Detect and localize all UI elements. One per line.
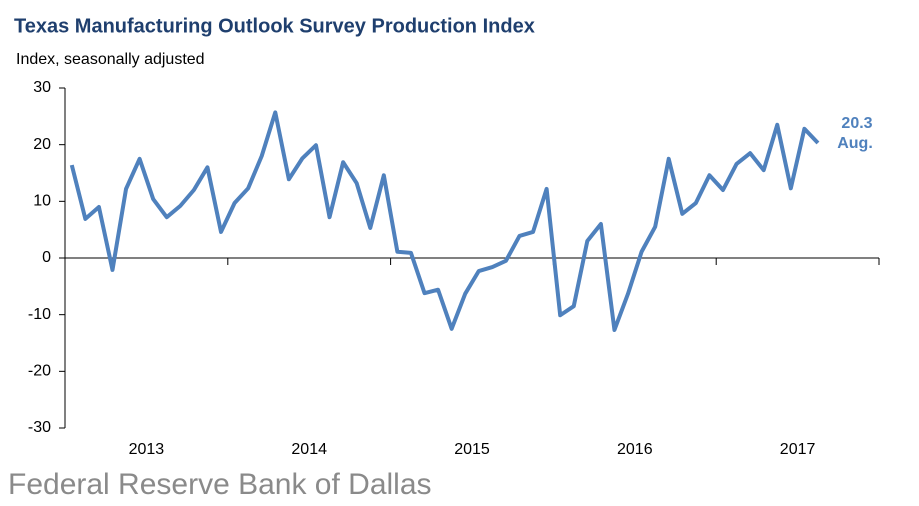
y-tick-label: 30 — [33, 79, 51, 96]
x-tick-label: 2014 — [291, 441, 327, 458]
x-tick-label: 2016 — [617, 441, 653, 458]
data-line — [69, 110, 820, 332]
annotation: Aug. — [837, 135, 873, 152]
x-tick-label: 2015 — [454, 441, 490, 458]
y-tick-label: 20 — [33, 136, 51, 153]
y-tick-label: 0 — [42, 249, 51, 266]
annotation: 20.3 — [841, 115, 872, 132]
y-tick-label: -30 — [28, 419, 51, 436]
y-tick-label: -20 — [28, 363, 51, 380]
x-tick-label: 2017 — [780, 441, 816, 458]
y-tick-label: -10 — [28, 306, 51, 323]
chart-title: Texas Manufacturing Outlook Survey Produ… — [14, 15, 535, 37]
x-tick-label: 2013 — [129, 441, 165, 458]
y-tick-label: 10 — [33, 193, 51, 210]
footer: Federal Reserve Bank of Dallas — [8, 468, 432, 501]
subtitle: Index, seasonally adjusted — [16, 51, 205, 68]
